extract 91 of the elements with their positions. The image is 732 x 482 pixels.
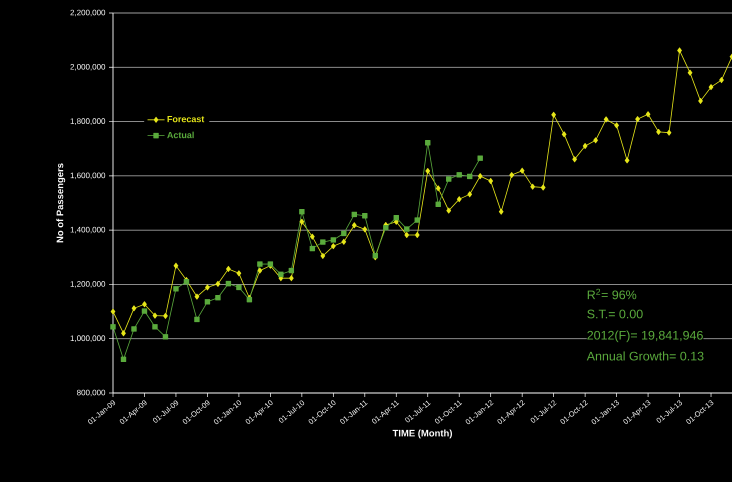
point xyxy=(362,213,368,218)
point xyxy=(288,268,294,274)
point xyxy=(320,239,326,245)
point xyxy=(258,268,262,274)
y-axis-title: No of Passengers xyxy=(56,163,66,242)
point xyxy=(330,237,336,243)
x-axis-title: TIME (Month) xyxy=(392,430,452,438)
point xyxy=(551,112,556,118)
point xyxy=(152,312,158,319)
legend-label: Forecast xyxy=(168,116,204,122)
point xyxy=(320,252,326,259)
point xyxy=(446,176,452,182)
point xyxy=(572,156,577,162)
point xyxy=(646,111,650,118)
point xyxy=(414,217,420,223)
point xyxy=(593,137,598,144)
point xyxy=(142,301,147,308)
annotation: Annual Growth= 0.13 xyxy=(586,351,704,361)
point xyxy=(478,173,483,180)
point xyxy=(666,130,672,136)
point xyxy=(414,232,420,238)
point xyxy=(174,262,178,269)
point xyxy=(509,172,514,178)
point xyxy=(456,172,462,178)
legend-label: Actual xyxy=(167,132,194,138)
point xyxy=(467,174,472,180)
point xyxy=(310,234,315,240)
point xyxy=(719,77,724,84)
point xyxy=(257,261,263,267)
point xyxy=(677,47,682,54)
point xyxy=(656,128,661,135)
point xyxy=(110,324,116,330)
point xyxy=(131,326,137,332)
point xyxy=(708,84,714,90)
point xyxy=(341,238,346,245)
point xyxy=(394,214,399,220)
point xyxy=(226,266,231,272)
point xyxy=(530,184,536,190)
point xyxy=(341,230,347,236)
point xyxy=(236,284,242,290)
point xyxy=(330,243,336,250)
point xyxy=(310,246,316,252)
point xyxy=(120,356,126,362)
point xyxy=(194,316,200,322)
point xyxy=(299,208,305,214)
point xyxy=(446,208,452,214)
annotation: R$^{2}$= 96% xyxy=(588,288,636,300)
point xyxy=(562,131,566,138)
point xyxy=(635,116,640,122)
point xyxy=(300,218,304,225)
point xyxy=(698,98,703,104)
point xyxy=(152,324,158,330)
point xyxy=(362,226,368,232)
point xyxy=(216,280,220,287)
point xyxy=(436,185,441,192)
point xyxy=(614,122,619,128)
point xyxy=(604,116,608,122)
point xyxy=(436,202,441,208)
point xyxy=(520,168,525,174)
point xyxy=(582,142,588,149)
point xyxy=(540,184,546,191)
point xyxy=(173,286,179,292)
point xyxy=(162,334,168,340)
annotation: S.T.= 0.00 xyxy=(587,310,643,318)
point xyxy=(236,270,242,276)
point xyxy=(467,191,472,198)
point xyxy=(456,196,462,202)
point xyxy=(204,299,210,304)
point xyxy=(205,284,210,290)
point xyxy=(498,208,504,215)
point xyxy=(383,225,388,230)
point xyxy=(352,212,358,218)
annotation: 2012(F)= 19,841,946 xyxy=(587,330,703,342)
point xyxy=(226,280,232,286)
point xyxy=(194,294,200,300)
point xyxy=(215,295,221,300)
point xyxy=(425,140,430,146)
point xyxy=(404,232,410,238)
point xyxy=(163,312,168,319)
point xyxy=(478,156,483,161)
point xyxy=(624,157,630,164)
point xyxy=(289,275,294,282)
point xyxy=(488,178,494,184)
point xyxy=(404,226,410,232)
point xyxy=(110,308,116,315)
point xyxy=(278,272,284,278)
point xyxy=(688,70,692,76)
point xyxy=(121,330,126,336)
point xyxy=(425,168,430,174)
point xyxy=(352,222,357,228)
point xyxy=(132,305,136,312)
